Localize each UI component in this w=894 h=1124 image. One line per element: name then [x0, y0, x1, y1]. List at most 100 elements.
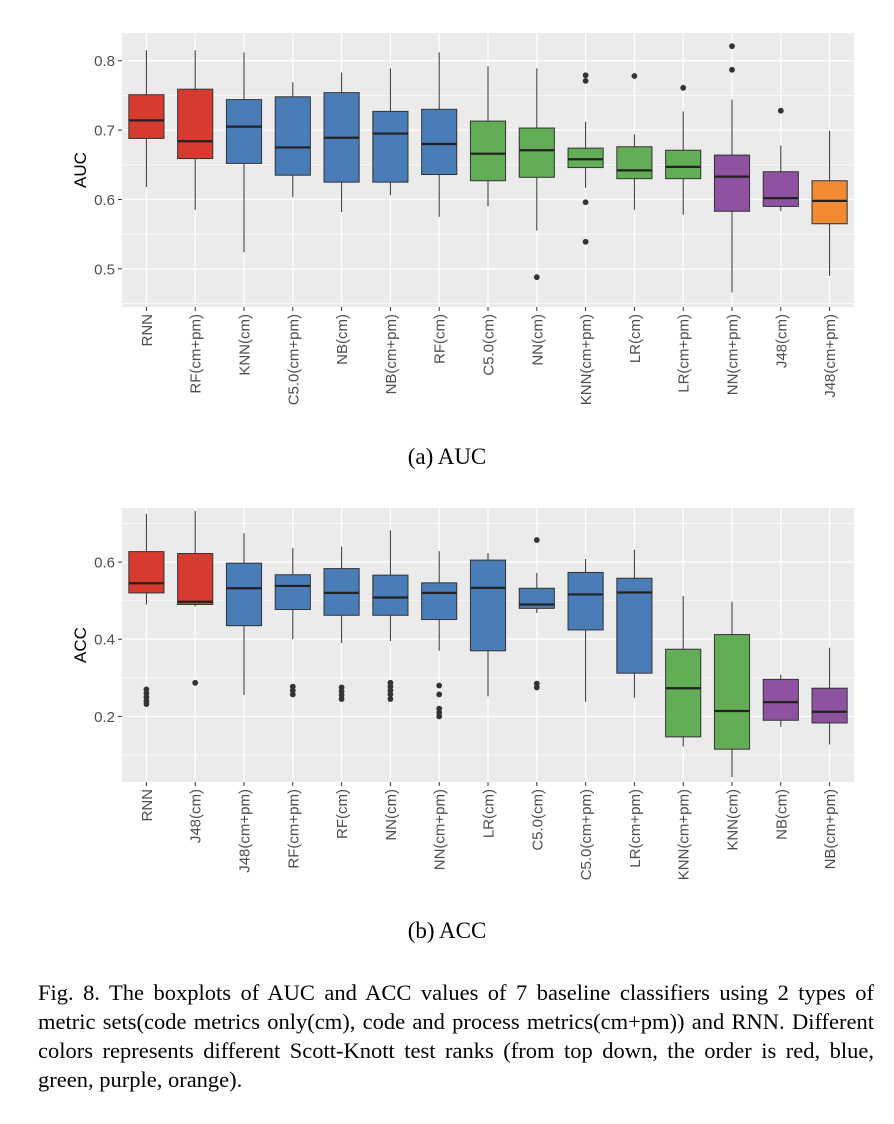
- box: [713, 154, 751, 212]
- box: [665, 149, 702, 180]
- x-category-label: NB(cm+pm): [383, 314, 400, 394]
- box: [762, 678, 799, 721]
- x-category-label: RNN: [139, 789, 156, 822]
- x-category-label: NN(cm+pm): [432, 789, 449, 870]
- boxplot-LR(cm+pm): [665, 84, 702, 215]
- outlier-point: [582, 72, 589, 79]
- box: [177, 88, 214, 160]
- acc-boxplot-chart: 0.2 0.4 0.6 ACC RNN J48(cm) J48(cm+pm) RF(cm+pm…: [71, 508, 854, 880]
- outlier-point: [729, 43, 735, 50]
- boxplot-LR(cm): [469, 553, 507, 697]
- box: [225, 562, 263, 627]
- x-category-label: NN(cm): [383, 789, 400, 841]
- outlier-point: [680, 84, 687, 91]
- boxplot-NB(cm): [323, 72, 360, 212]
- boxplot-LR(cm+pm): [616, 549, 653, 698]
- outlier-point: [387, 696, 394, 702]
- box: [713, 634, 751, 750]
- boxplot-J48(cm): [177, 511, 214, 686]
- box: [811, 180, 848, 225]
- outlier-point: [582, 77, 589, 84]
- x-category-label: LR(cm+pm): [676, 314, 693, 393]
- box: [421, 582, 458, 621]
- outlier-point: [192, 679, 199, 686]
- boxplot-RF(cm+pm): [177, 50, 214, 210]
- outlier-point: [777, 107, 784, 114]
- boxplot-C5.0(cm+pm): [567, 558, 604, 702]
- x-category-label: C5.0(cm): [529, 789, 546, 851]
- y-tick-label: 0.6: [94, 555, 115, 572]
- outlier-point: [729, 66, 735, 73]
- x-category-label: LR(cm): [481, 789, 498, 838]
- figure-caption: Fig. 8. The boxplots of AUC and ACC valu…: [38, 980, 874, 1092]
- x-category-label: C5.0(cm+pm): [578, 789, 595, 880]
- subcaption-auc: (a) AUC: [407, 444, 487, 469]
- outlier-point: [436, 682, 443, 689]
- outlier-point: [631, 73, 638, 79]
- x-category-label: LR(cm+pm): [627, 789, 644, 868]
- boxplot-J48(cm+pm): [225, 533, 263, 696]
- x-category-label: NB(cm): [334, 314, 351, 365]
- box: [811, 687, 848, 724]
- box: [567, 571, 604, 631]
- y-axis-title: AUC: [71, 152, 90, 188]
- box: [274, 96, 311, 176]
- box: [616, 577, 653, 674]
- x-category-label: NB(cm+pm): [822, 789, 839, 869]
- boxplot-NN(cm): [372, 530, 409, 702]
- boxplot-NB(cm+pm): [811, 647, 848, 745]
- outlier-point: [533, 684, 540, 691]
- outlier-point: [582, 238, 589, 245]
- y-tick-label: 0.7: [94, 123, 115, 140]
- x-category-label: KNN(cm): [237, 314, 254, 376]
- x-category-label: NN(cm): [529, 314, 546, 366]
- box: [665, 648, 702, 738]
- box: [518, 587, 555, 609]
- outlier-point: [436, 713, 443, 720]
- x-category-label: LR(cm): [627, 314, 644, 363]
- y-tick-label: 0.4: [94, 632, 115, 649]
- y-axis-title: ACC: [71, 627, 90, 663]
- x-category-label: RF(cm+pm): [188, 314, 205, 394]
- boxplot-C5.0(cm+pm): [274, 82, 311, 198]
- x-category-label: RNN: [139, 314, 156, 347]
- x-category-label: J48(cm+pm): [822, 314, 839, 398]
- x-category-label: KNN(cm+pm): [676, 789, 693, 880]
- y-tick-label: 0.6: [94, 192, 115, 209]
- auc-boxplot-chart: 0.5 0.6 0.7 0.8 AUC RNN RF(cm+pm) KNN(cm) C5.0(c…: [71, 33, 854, 405]
- box: [128, 551, 165, 594]
- box: [274, 574, 311, 610]
- boxplot-LR(cm): [616, 73, 653, 210]
- boxplot-J48(cm): [762, 107, 799, 212]
- x-category-label: C5.0(cm): [481, 314, 498, 376]
- boxplot-NN(cm+pm): [713, 43, 751, 293]
- y-tick-label: 0.8: [94, 53, 115, 70]
- boxplot-RNN: [128, 513, 165, 707]
- boxplot-RF(cm+pm): [274, 548, 311, 698]
- boxplot-RF(cm): [421, 52, 458, 217]
- x-category-label: NB(cm): [773, 789, 790, 840]
- boxplot-KNN(cm+pm): [567, 72, 604, 245]
- boxplot-C5.0(cm): [469, 66, 507, 207]
- x-category-label: NN(cm+pm): [725, 314, 742, 395]
- box: [372, 574, 409, 616]
- x-category-label: KNN(cm+pm): [578, 314, 595, 405]
- box: [128, 94, 165, 139]
- boxplot-RNN: [128, 50, 165, 187]
- outlier-point: [289, 691, 296, 698]
- x-category-label: RF(cm): [432, 314, 449, 364]
- boxplot-NN(cm+pm): [421, 551, 458, 720]
- y-tick-label: 0.5: [94, 261, 115, 278]
- x-category-label: J48(cm): [188, 789, 205, 843]
- boxplot-C5.0(cm): [518, 537, 555, 691]
- x-category-label: RF(cm): [334, 789, 351, 839]
- x-category-label: J48(cm+pm): [237, 789, 254, 873]
- boxplot-NB(cm): [762, 674, 799, 727]
- box: [762, 171, 799, 207]
- boxplot-KNN(cm): [713, 601, 751, 777]
- x-category-label: C5.0(cm+pm): [285, 314, 302, 405]
- box: [567, 147, 604, 169]
- outlier-point: [533, 537, 540, 543]
- outlier-point: [143, 701, 150, 707]
- boxplot-RF(cm): [323, 546, 360, 702]
